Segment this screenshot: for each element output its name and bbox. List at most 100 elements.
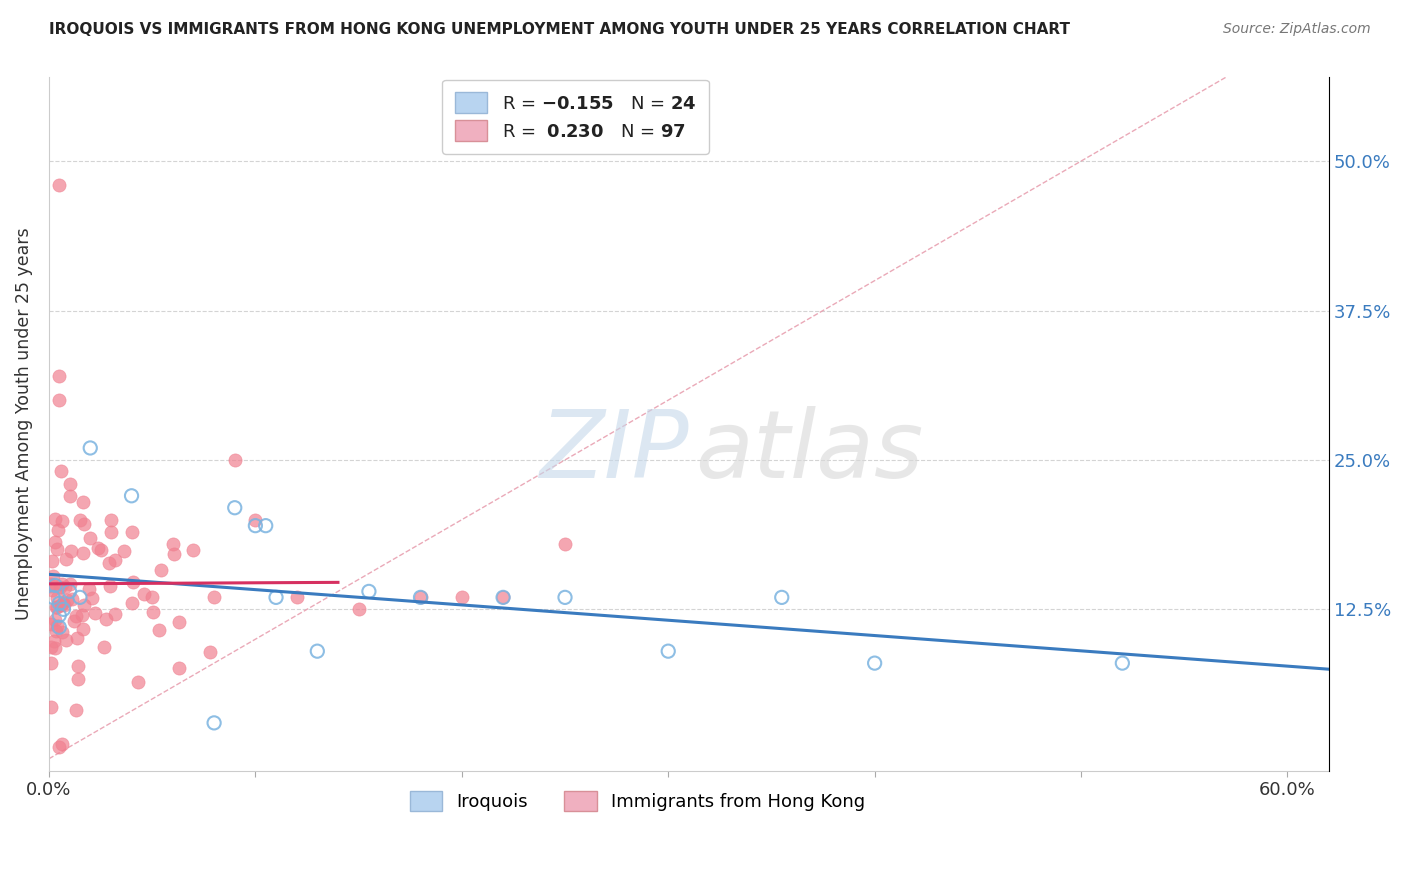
Point	[51, 599, 73, 613]
Point	[44, 578, 66, 592]
Point	[121, 489, 143, 503]
Point	[863, 656, 886, 670]
Point	[48, 393, 70, 408]
Point	[100, 513, 122, 527]
Legend: Iroquois, Immigrants from Hong Kong: Iroquois, Immigrants from Hong Kong	[396, 778, 879, 824]
Point	[264, 591, 287, 605]
Point	[148, 624, 170, 638]
Point	[48, 620, 70, 634]
Point	[167, 661, 190, 675]
Point	[492, 591, 515, 605]
Point	[46, 524, 69, 538]
Y-axis label: Unemployment Among Youth under 25 years: Unemployment Among Youth under 25 years	[15, 227, 32, 620]
Point	[657, 644, 679, 658]
Point	[79, 531, 101, 545]
Point	[162, 536, 184, 550]
Point	[183, 542, 205, 557]
Text: atlas: atlas	[696, 406, 924, 498]
Point	[72, 546, 94, 560]
Point	[44, 613, 66, 627]
Point	[492, 591, 515, 605]
Point	[65, 609, 87, 624]
Point	[103, 607, 125, 621]
Point	[44, 534, 66, 549]
Point	[121, 596, 143, 610]
Point	[41, 640, 63, 654]
Point	[55, 552, 77, 566]
Point	[45, 542, 67, 557]
Text: IROQUOIS VS IMMIGRANTS FROM HONG KONG UNEMPLOYMENT AMONG YOUTH UNDER 25 YEARS CO: IROQUOIS VS IMMIGRANTS FROM HONG KONG UN…	[49, 22, 1070, 37]
Point	[46, 600, 69, 615]
Point	[48, 369, 70, 384]
Point	[1111, 656, 1133, 670]
Point	[72, 622, 94, 636]
Point	[770, 591, 793, 605]
Point	[167, 615, 190, 629]
Point	[554, 536, 576, 550]
Point	[49, 581, 72, 595]
Point	[59, 476, 82, 491]
Point	[44, 641, 66, 656]
Point	[60, 591, 83, 606]
Point	[45, 624, 67, 639]
Point	[409, 591, 432, 605]
Point	[63, 614, 86, 628]
Point	[39, 656, 62, 670]
Point	[149, 564, 172, 578]
Point	[202, 715, 225, 730]
Point	[56, 593, 79, 607]
Point	[48, 596, 70, 610]
Point	[245, 518, 267, 533]
Point	[46, 591, 69, 606]
Point	[554, 591, 576, 605]
Point	[142, 605, 165, 619]
Point	[39, 699, 62, 714]
Point	[141, 591, 163, 605]
Point	[90, 542, 112, 557]
Point	[72, 608, 94, 623]
Point	[52, 598, 75, 612]
Point	[67, 659, 90, 673]
Point	[98, 579, 121, 593]
Point	[245, 513, 267, 527]
Point	[51, 624, 73, 639]
Point	[163, 547, 186, 561]
Point	[59, 489, 82, 503]
Point	[202, 591, 225, 605]
Point	[83, 607, 105, 621]
Point	[72, 495, 94, 509]
Point	[42, 634, 65, 648]
Point	[42, 568, 65, 582]
Point	[100, 524, 122, 539]
Point	[73, 516, 96, 531]
Point	[198, 645, 221, 659]
Point	[132, 587, 155, 601]
Text: ZIP: ZIP	[540, 406, 689, 498]
Point	[347, 602, 370, 616]
Point	[59, 577, 82, 591]
Point	[59, 584, 82, 599]
Point	[45, 600, 67, 615]
Point	[450, 591, 472, 605]
Point	[112, 544, 135, 558]
Point	[45, 619, 67, 633]
Point	[80, 591, 103, 606]
Point	[357, 584, 380, 599]
Point	[51, 737, 73, 751]
Point	[87, 541, 110, 555]
Point	[67, 673, 90, 687]
Point	[79, 441, 101, 455]
Point	[224, 453, 246, 467]
Point	[121, 574, 143, 589]
Point	[48, 739, 70, 754]
Point	[42, 591, 65, 605]
Point	[98, 556, 121, 570]
Point	[121, 524, 143, 539]
Point	[41, 554, 63, 568]
Point	[69, 591, 91, 605]
Point	[52, 596, 75, 610]
Point	[69, 513, 91, 527]
Point	[55, 632, 77, 647]
Point	[44, 512, 66, 526]
Point	[51, 514, 73, 528]
